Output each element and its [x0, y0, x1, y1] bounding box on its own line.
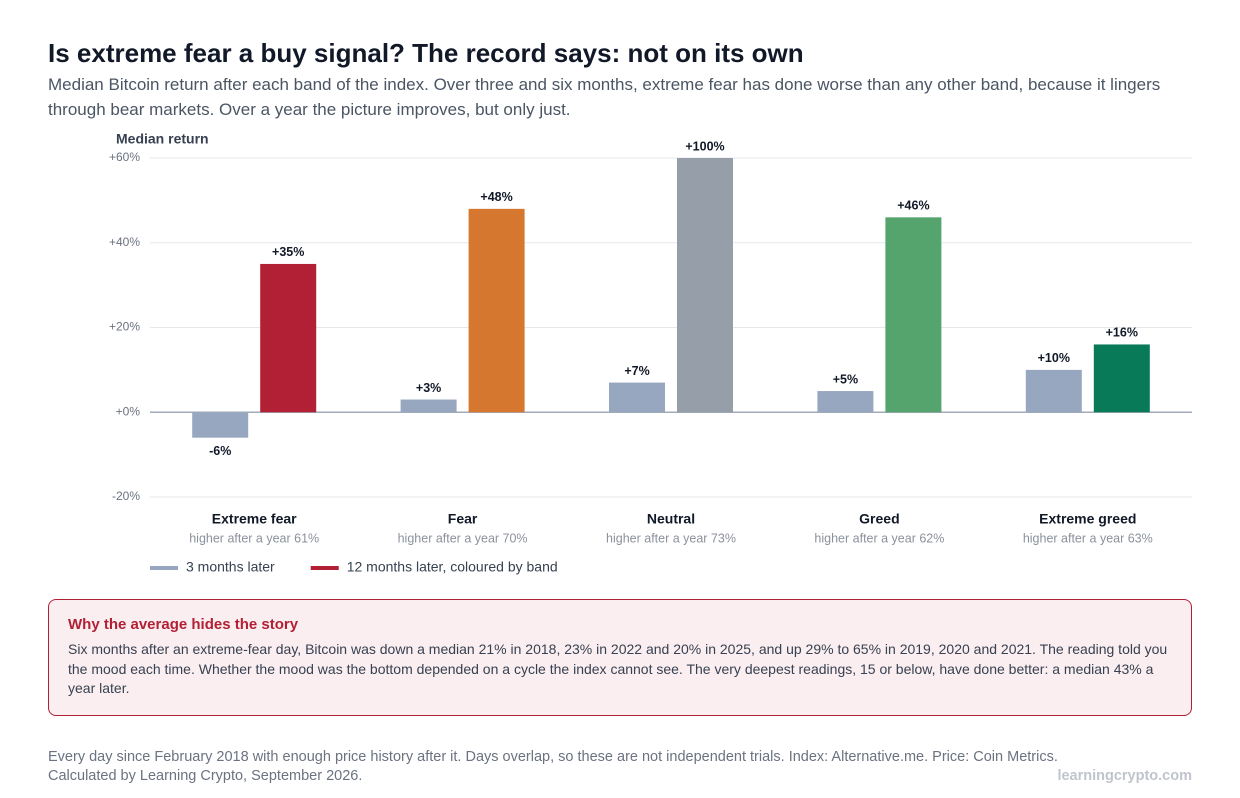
y-tick-label: +20% [109, 320, 140, 334]
subtitle: Median Bitcoin return after each band of… [48, 75, 1161, 119]
x-tick-label: Greed [859, 511, 899, 527]
callout: Why the average hides the story Six mont… [48, 599, 1192, 716]
footer-site: learningcrypto.com [1057, 768, 1192, 784]
value-label: +7% [624, 364, 649, 378]
y-axis-label: Median return [116, 131, 209, 147]
category-note: higher after a year 73% [606, 531, 736, 545]
labels: -20% +0% +20% +40% +60% Extreme fear higher af… [109, 139, 1153, 574]
bar [885, 217, 942, 413]
category-note: higher after a year 61% [189, 531, 319, 545]
value-label: +5% [833, 372, 858, 386]
category-note: higher after a year 70% [398, 531, 528, 545]
bar [260, 263, 317, 413]
bar [677, 158, 733, 413]
value-label: +16% [1106, 326, 1138, 340]
chart: Median return -20% +0% +20% +40% +60% Extreme… [109, 131, 1192, 575]
value-label: -6% [209, 444, 231, 458]
legend-label: 3 months later [186, 559, 275, 575]
value-label: +3% [416, 381, 441, 395]
bars [192, 158, 1150, 438]
callout-text: Six months after an extreme-fear day, Bi… [68, 641, 1168, 696]
value-label: +48% [480, 190, 512, 204]
y-tick-label: +60% [109, 150, 140, 164]
x-tick-label: Extreme fear [212, 511, 297, 527]
y-tick-label: +40% [109, 235, 140, 249]
bar [192, 412, 249, 438]
title: Is extreme fear a buy signal? The record… [48, 38, 804, 68]
x-tick-label: Neutral [647, 511, 695, 527]
value-label: +100% [685, 139, 724, 153]
bar [817, 391, 874, 413]
value-label: +35% [272, 245, 304, 259]
x-tick-label: Fear [448, 511, 478, 527]
category-note: higher after a year 62% [814, 531, 944, 545]
bar [468, 208, 525, 413]
value-label: +46% [897, 199, 929, 213]
bar [609, 382, 665, 413]
bar [1093, 344, 1150, 413]
bar [400, 399, 457, 413]
y-tick-label: +0% [116, 404, 141, 418]
bar [1025, 369, 1082, 413]
grid [150, 157, 1192, 498]
x-tick-label: Extreme greed [1039, 511, 1136, 527]
callout-title: Why the average hides the story [68, 616, 299, 633]
footer-credit: Calculated by Learning Crypto, September… [48, 768, 363, 784]
value-label: +10% [1038, 351, 1070, 365]
y-tick-label: -20% [112, 489, 140, 503]
category-note: higher after a year 63% [1023, 531, 1153, 545]
legend-label: 12 months later, coloured by band [347, 559, 558, 575]
footer-source: Every day since February 2018 with enoug… [48, 749, 1058, 765]
